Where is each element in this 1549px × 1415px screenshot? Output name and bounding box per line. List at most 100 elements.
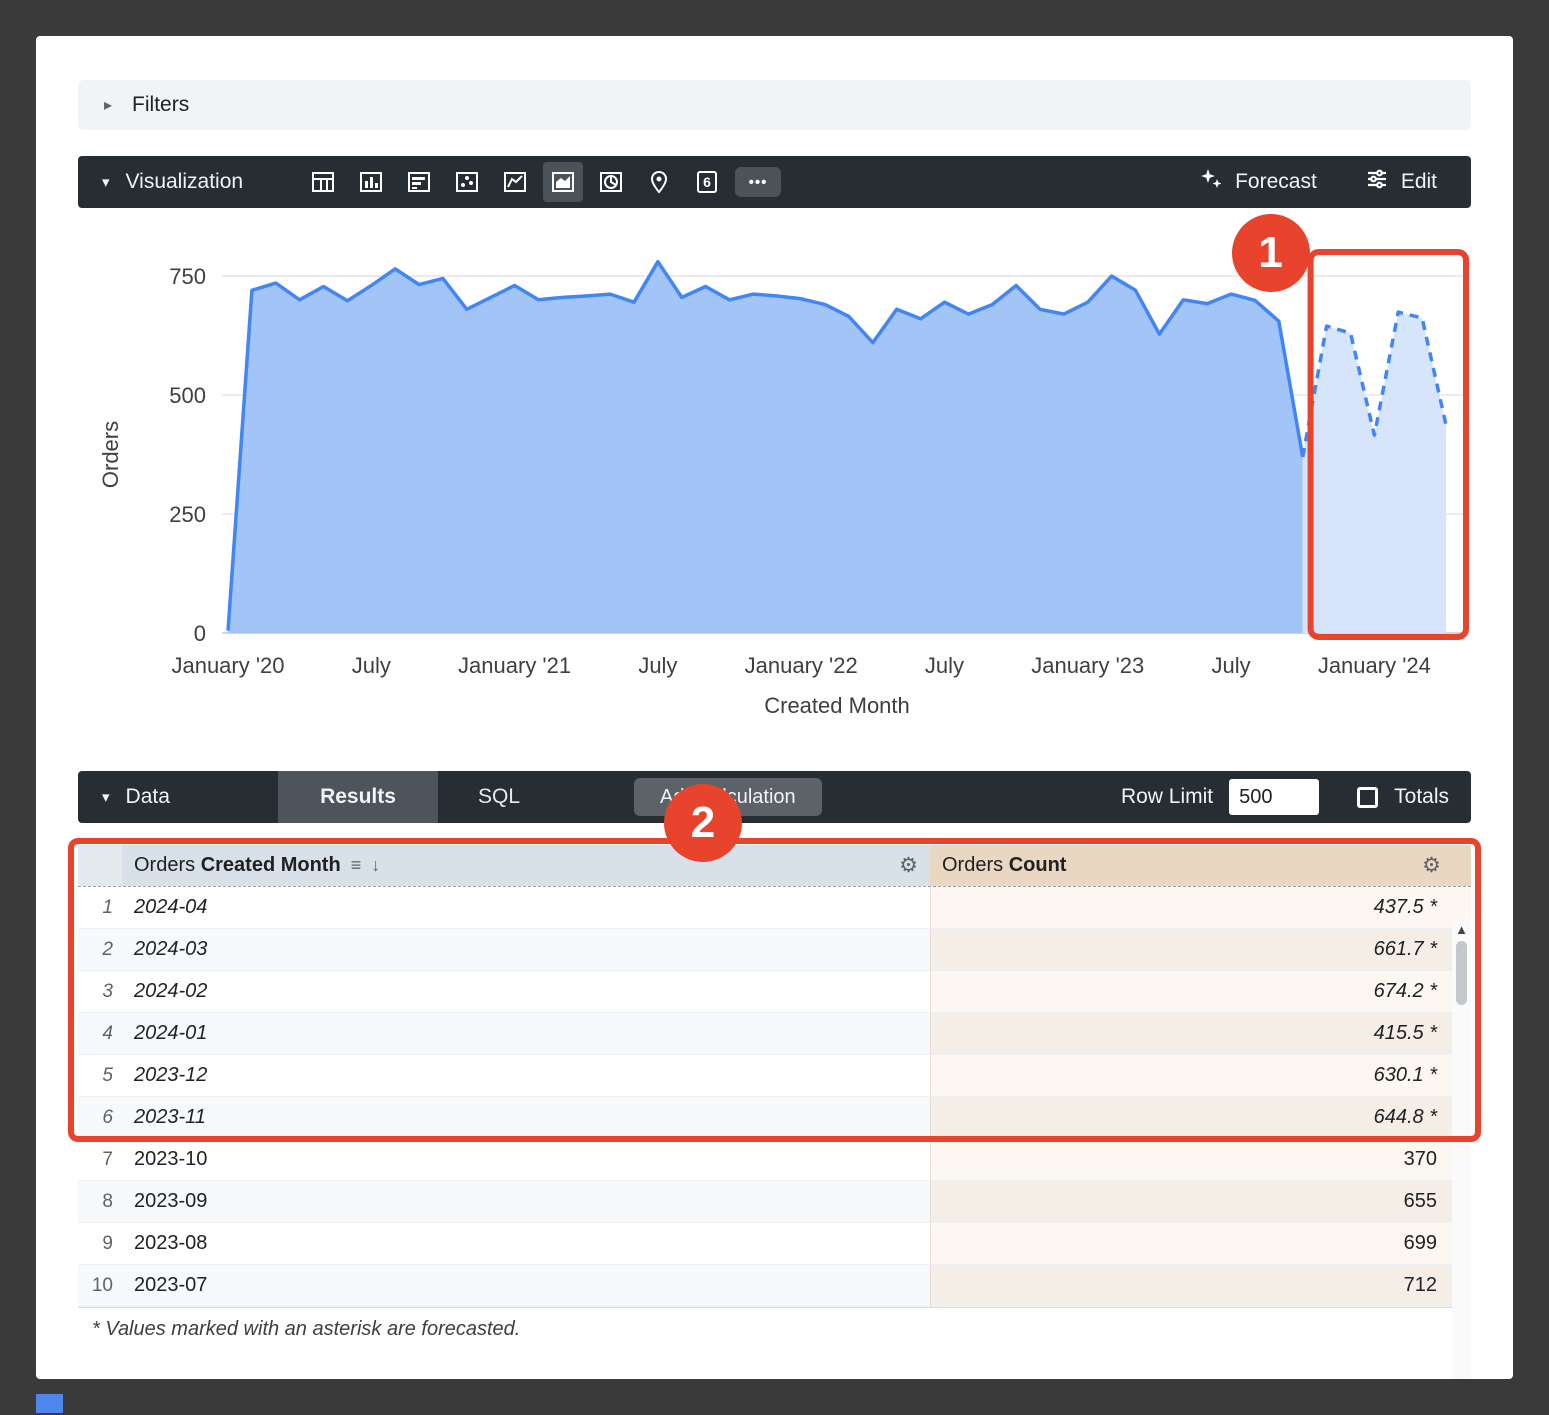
- tab-results[interactable]: Results: [278, 771, 438, 823]
- row-number: 2: [78, 929, 122, 971]
- svg-text:January '24: January '24: [1318, 653, 1431, 678]
- more-viz-types-icon[interactable]: •••: [735, 167, 782, 197]
- caret-right-icon[interactable]: ▸: [104, 97, 113, 114]
- line-chart-viz-icon[interactable]: [495, 162, 535, 202]
- table-row[interactable]: 6 2023-11 644.8 *: [78, 1097, 1471, 1139]
- filters-section-header[interactable]: ▸ Filters: [78, 80, 1471, 130]
- area-chart-viz-icon[interactable]: [543, 162, 584, 202]
- data-label: Data: [125, 785, 170, 808]
- svg-text:Created Month: Created Month: [764, 693, 910, 718]
- row-limit-input[interactable]: [1229, 779, 1320, 815]
- cell-created-month[interactable]: 2024-03: [122, 929, 930, 971]
- column-header-created-month[interactable]: Orders Created Month ≡ ↓ ⚙: [122, 845, 930, 886]
- cell-created-month[interactable]: 2023-07: [122, 1265, 930, 1307]
- edit-button-label: Edit: [1400, 170, 1437, 193]
- results-table: Orders Created Month ≡ ↓ ⚙ Orders Count …: [78, 845, 1471, 1379]
- sort-desc-arrow-icon[interactable]: ↓: [371, 855, 381, 875]
- scatter-plot-viz-icon[interactable]: [447, 162, 487, 202]
- sliders-icon: [1365, 167, 1389, 197]
- cell-created-month[interactable]: 2023-12: [122, 1055, 930, 1097]
- svg-text:0: 0: [194, 621, 206, 646]
- cell-orders-count[interactable]: 415.5 *: [930, 1013, 1471, 1055]
- caret-down-icon[interactable]: ▾: [102, 789, 110, 806]
- cell-created-month[interactable]: 2023-08: [122, 1223, 930, 1265]
- map-viz-icon[interactable]: [639, 162, 679, 202]
- ellipsis-icon: •••: [748, 173, 768, 191]
- explore-panel: ▸ Filters ▾ Visualization: [36, 36, 1513, 1379]
- row-number: 9: [78, 1223, 122, 1265]
- row-limit-label: Row Limit: [1120, 785, 1214, 808]
- svg-text:Orders: Orders: [98, 421, 123, 488]
- svg-text:6: 6: [703, 174, 711, 190]
- visualization-bar: ▾ Visualization: [78, 156, 1471, 208]
- cell-orders-count[interactable]: 674.2 *: [930, 971, 1471, 1013]
- column-name: Count: [1008, 854, 1067, 876]
- table-row[interactable]: 4 2024-01 415.5 *: [78, 1013, 1471, 1055]
- sort-lines-icon[interactable]: ≡: [350, 855, 362, 875]
- cell-orders-count[interactable]: 644.8 *: [930, 1097, 1471, 1139]
- row-number-header: [78, 845, 122, 886]
- chart-canvas[interactable]: 0 250 500 750 January '20 July January '21 July…: [78, 208, 1471, 733]
- cell-orders-count[interactable]: 630.1 *: [930, 1055, 1471, 1097]
- svg-text:January '20: January '20: [171, 653, 284, 678]
- cell-created-month[interactable]: 2023-10: [122, 1139, 930, 1181]
- bar-chart-viz-icon[interactable]: [399, 162, 439, 202]
- column-name: Created Month: [200, 854, 341, 876]
- column-header-orders-count[interactable]: Orders Count ⚙: [930, 845, 1471, 886]
- table-viz-icon[interactable]: [303, 162, 343, 202]
- forecast-footnote: * Values marked with an asterisk are for…: [78, 1307, 1471, 1351]
- row-number: 1: [78, 887, 122, 929]
- table-row[interactable]: 3 2024-02 674.2 *: [78, 971, 1471, 1013]
- table-row[interactable]: 2 2024-03 661.7 *: [78, 929, 1471, 971]
- caret-down-icon[interactable]: ▾: [102, 174, 110, 191]
- cell-created-month[interactable]: 2024-02: [122, 971, 930, 1013]
- cell-orders-count[interactable]: 437.5 *: [930, 887, 1471, 929]
- table-row[interactable]: 8 2023-09 655: [78, 1181, 1471, 1223]
- data-section: ▾ Data Results SQL Add calculation Row L…: [68, 771, 1481, 1379]
- cell-created-month[interactable]: 2024-01: [122, 1013, 930, 1055]
- cell-created-month[interactable]: 2024-04: [122, 887, 930, 929]
- tab-sql[interactable]: SQL: [477, 785, 521, 808]
- totals-label: Totals: [1394, 785, 1449, 808]
- table-row[interactable]: 7 2023-10 370: [78, 1139, 1471, 1181]
- callout-badge-2: 2: [664, 784, 742, 862]
- cell-orders-count[interactable]: 661.7 *: [930, 929, 1471, 971]
- scrollbar-thumb[interactable]: [1456, 941, 1467, 1005]
- bottom-left-accent-bar: [36, 1394, 63, 1413]
- orders-area-chart[interactable]: 0 250 500 750 January '20 July January '21 July…: [78, 208, 1471, 771]
- single-value-viz-icon[interactable]: 6: [687, 162, 727, 202]
- forecast-button-label: Forecast: [1235, 170, 1317, 193]
- cell-orders-count[interactable]: 655: [930, 1181, 1471, 1223]
- filters-label: Filters: [132, 93, 190, 116]
- table-row[interactable]: 5 2023-12 630.1 *: [78, 1055, 1471, 1097]
- svg-text:January '23: January '23: [1031, 653, 1144, 678]
- svg-text:July: July: [1211, 653, 1250, 678]
- table-scrollbar[interactable]: ▲ ▼: [1452, 919, 1471, 1379]
- row-number: 6: [78, 1097, 122, 1139]
- column-prefix: Orders: [942, 854, 1004, 876]
- gear-icon[interactable]: ⚙: [1422, 854, 1441, 877]
- table-row[interactable]: 10 2023-07 712: [78, 1265, 1471, 1307]
- table-row[interactable]: 1 2024-04 437.5 *: [78, 887, 1471, 929]
- forecast-button[interactable]: Forecast: [1199, 167, 1317, 197]
- row-number: 8: [78, 1181, 122, 1223]
- scroll-up-icon[interactable]: ▲: [1455, 921, 1468, 937]
- cell-orders-count[interactable]: 370: [930, 1139, 1471, 1181]
- totals-checkbox[interactable]: [1357, 786, 1379, 808]
- cell-created-month[interactable]: 2023-11: [122, 1097, 930, 1139]
- edit-button[interactable]: Edit: [1365, 167, 1437, 197]
- table-row[interactable]: 9 2023-08 699: [78, 1223, 1471, 1265]
- data-bar: ▾ Data Results SQL Add calculation Row L…: [78, 771, 1471, 823]
- svg-text:500: 500: [169, 383, 206, 408]
- forecast-sparkle-icon: [1199, 167, 1223, 197]
- row-number: 3: [78, 971, 122, 1013]
- gear-icon[interactable]: ⚙: [899, 854, 918, 877]
- svg-text:July: July: [352, 653, 391, 678]
- column-chart-viz-icon[interactable]: [351, 162, 391, 202]
- cell-orders-count[interactable]: 712: [930, 1265, 1471, 1307]
- pie-chart-viz-icon[interactable]: [591, 162, 631, 202]
- table-header-row: Orders Created Month ≡ ↓ ⚙ Orders Count …: [78, 845, 1471, 887]
- column-prefix: Orders: [134, 854, 196, 876]
- cell-orders-count[interactable]: 699: [930, 1223, 1471, 1265]
- cell-created-month[interactable]: 2023-09: [122, 1181, 930, 1223]
